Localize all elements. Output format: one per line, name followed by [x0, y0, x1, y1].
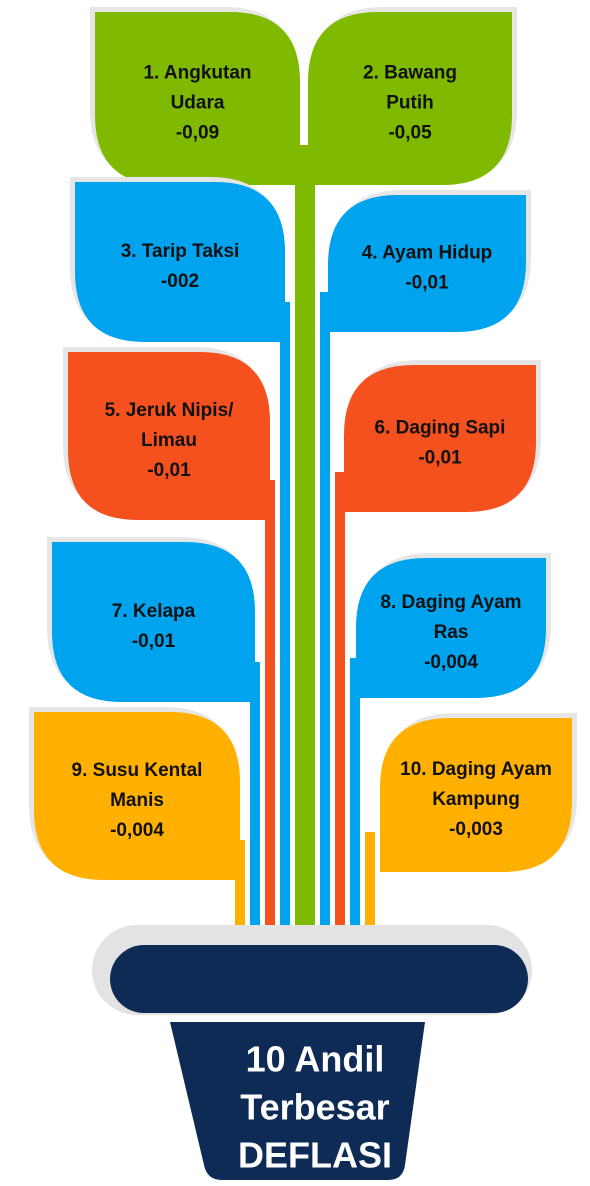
leaf-value: -0,01	[147, 460, 191, 481]
stem	[280, 302, 290, 925]
title-line: DEFLASI	[238, 1135, 392, 1176]
leaf-label: 1. Angkutan	[143, 63, 251, 84]
leaf-value: -0,003	[449, 819, 503, 840]
leaf-value: -0,01	[132, 631, 176, 652]
leaf-value: -0,09	[176, 123, 219, 144]
title-line: 10 Andil	[246, 1039, 385, 1080]
leaf-label: 8. Daging Ayam	[380, 592, 521, 613]
infographic: 1. Angkutan Udara -0,09 2. Bawang Putih -0,05…	[0, 0, 590, 1186]
leaf-value: -002	[161, 271, 199, 292]
stem	[265, 480, 275, 925]
stem	[320, 292, 330, 925]
leaf-label: 3. Tarip Taksi	[121, 241, 240, 262]
leaf-label: 5. Jeruk Nipis/	[105, 400, 235, 421]
pot-title: 10 Andil Terbesar DEFLASI	[238, 1039, 392, 1176]
leaf-value: -0,01	[418, 448, 462, 469]
pot-rim	[110, 945, 528, 1013]
stem	[365, 832, 375, 925]
leaf-value: -0,05	[388, 123, 432, 144]
leaf-label: 6. Daging Sapi	[375, 418, 506, 439]
leaf-label: Udara	[171, 93, 225, 114]
leaf-value: -0,01	[405, 273, 449, 294]
stem	[305, 145, 315, 925]
leaf-label: Limau	[141, 430, 197, 451]
leaf-label: 10. Daging Ayam	[400, 759, 552, 780]
leaf-label: 4. Ayam Hidup	[362, 243, 493, 264]
leaf-label: Kampung	[432, 789, 520, 810]
leaf-value: -0,004	[424, 652, 478, 673]
leaf-label: 2. Bawang	[363, 63, 457, 84]
leaf-label: Ras	[434, 622, 469, 643]
leaf-label: 9. Susu Kental	[72, 760, 203, 781]
title-line: Terbesar	[240, 1087, 389, 1128]
leaf-label: Manis	[110, 790, 164, 811]
stem	[295, 145, 305, 925]
stem	[350, 658, 360, 925]
leaf-label: Putih	[386, 93, 434, 114]
stem	[335, 472, 345, 925]
leaf-value: -0,004	[110, 820, 164, 841]
leaf-label: 7. Kelapa	[112, 601, 196, 622]
